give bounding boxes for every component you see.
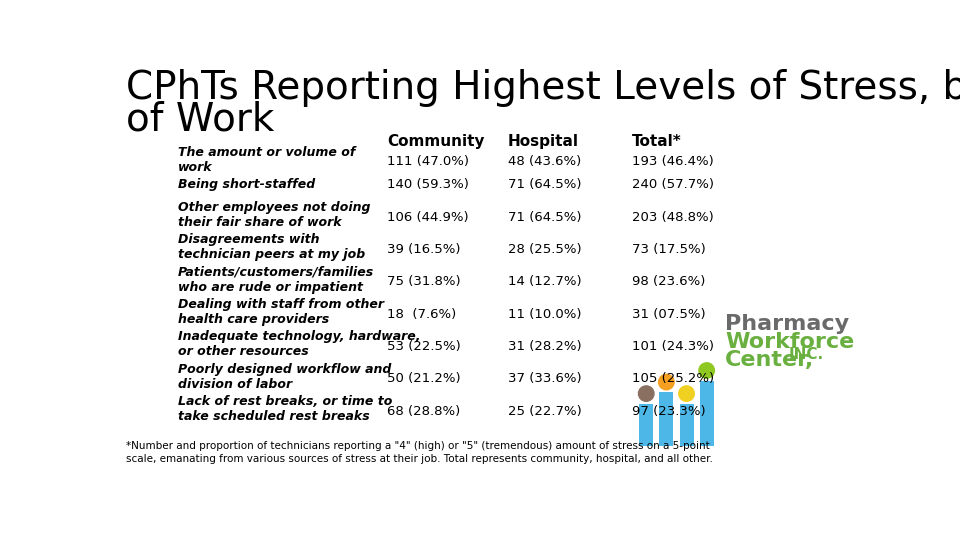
- Text: 140 (59.3%): 140 (59.3%): [388, 178, 469, 191]
- Text: 105 (25.2%): 105 (25.2%): [632, 373, 713, 386]
- Text: 28 (25.5%): 28 (25.5%): [508, 243, 581, 256]
- Text: 39 (16.5%): 39 (16.5%): [388, 243, 461, 256]
- Text: 11 (10.0%): 11 (10.0%): [508, 308, 581, 321]
- Text: 53 (22.5%): 53 (22.5%): [388, 340, 461, 353]
- Text: Hospital: Hospital: [508, 134, 579, 149]
- Bar: [639, 403, 653, 446]
- Text: 37 (33.6%): 37 (33.6%): [508, 373, 581, 386]
- Text: Patients/customers/families
who are rude or impatient: Patients/customers/families who are rude…: [179, 266, 374, 294]
- Text: Inadequate technology, hardware,
or other resources: Inadequate technology, hardware, or othe…: [179, 330, 420, 359]
- Text: 240 (57.7%): 240 (57.7%): [632, 178, 713, 191]
- Text: 31 (07.5%): 31 (07.5%): [632, 308, 706, 321]
- Text: Disagreements with
technician peers at my job: Disagreements with technician peers at m…: [179, 233, 366, 261]
- Circle shape: [699, 363, 714, 378]
- Text: 73 (17.5%): 73 (17.5%): [632, 243, 706, 256]
- Text: 111 (47.0%): 111 (47.0%): [388, 156, 469, 168]
- Text: 14 (12.7%): 14 (12.7%): [508, 275, 581, 288]
- Circle shape: [659, 374, 674, 390]
- Text: 98 (23.6%): 98 (23.6%): [632, 275, 705, 288]
- Text: 193 (46.4%): 193 (46.4%): [632, 156, 713, 168]
- Bar: [660, 392, 673, 446]
- Text: 31 (28.2%): 31 (28.2%): [508, 340, 581, 353]
- Text: 106 (44.9%): 106 (44.9%): [388, 211, 469, 224]
- Text: The amount or volume of
work: The amount or volume of work: [179, 146, 355, 174]
- Circle shape: [679, 386, 694, 401]
- Text: Community: Community: [388, 134, 485, 149]
- Text: Workforce: Workforce: [725, 332, 854, 352]
- Text: 68 (28.8%): 68 (28.8%): [388, 405, 461, 418]
- Text: of Work: of Work: [126, 101, 275, 139]
- Text: Center,: Center,: [725, 350, 814, 370]
- Text: 25 (22.7%): 25 (22.7%): [508, 405, 581, 418]
- Text: INC.: INC.: [789, 347, 824, 362]
- Text: Being short-staffed: Being short-staffed: [179, 178, 316, 191]
- Text: CPhTs Reporting Highest Levels of Stress, by Factor/Facet: CPhTs Reporting Highest Levels of Stress…: [126, 69, 960, 107]
- Text: Poorly designed workflow and
division of labor: Poorly designed workflow and division of…: [179, 363, 392, 391]
- Text: 71 (64.5%): 71 (64.5%): [508, 211, 581, 224]
- Text: 203 (48.8%): 203 (48.8%): [632, 211, 713, 224]
- Text: 97 (23.3%): 97 (23.3%): [632, 405, 706, 418]
- Text: 71 (64.5%): 71 (64.5%): [508, 178, 581, 191]
- Text: 101 (24.3%): 101 (24.3%): [632, 340, 713, 353]
- Text: 48 (43.6%): 48 (43.6%): [508, 156, 581, 168]
- Text: 50 (21.2%): 50 (21.2%): [388, 373, 461, 386]
- Bar: [700, 381, 713, 446]
- Text: Other employees not doing
their fair share of work: Other employees not doing their fair sha…: [179, 201, 371, 229]
- Text: Pharmacy: Pharmacy: [725, 314, 850, 334]
- Circle shape: [638, 386, 654, 401]
- Text: *Number and proportion of technicians reporting a "4" (high) or "5" (tremendous): *Number and proportion of technicians re…: [126, 441, 713, 464]
- Text: Dealing with staff from other
health care providers: Dealing with staff from other health car…: [179, 298, 384, 326]
- Bar: [680, 403, 693, 446]
- Text: Lack of rest breaks, or time to
take scheduled rest breaks: Lack of rest breaks, or time to take sch…: [179, 395, 393, 423]
- Text: 75 (31.8%): 75 (31.8%): [388, 275, 461, 288]
- Text: 18  (7.6%): 18 (7.6%): [388, 308, 457, 321]
- Text: Total*: Total*: [632, 134, 682, 149]
